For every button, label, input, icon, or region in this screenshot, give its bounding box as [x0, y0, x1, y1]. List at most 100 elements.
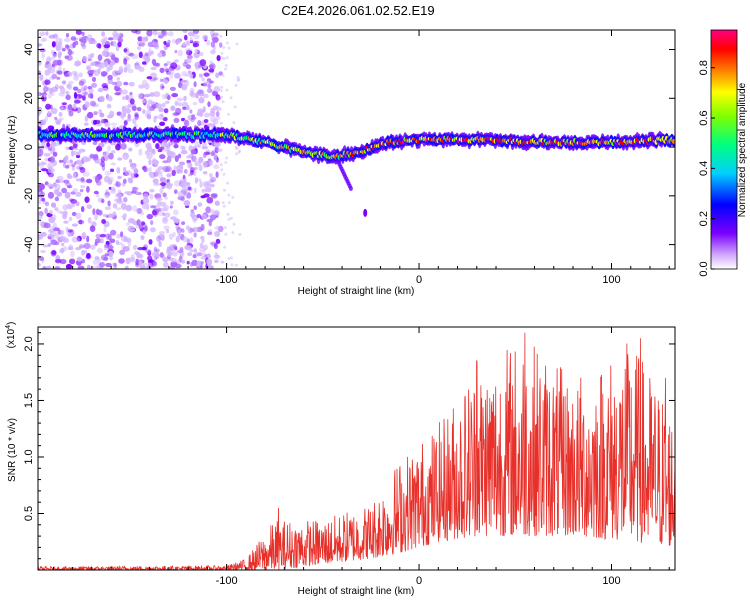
- noise-speckle: [87, 86, 93, 90]
- noise-speckle: [48, 34, 55, 39]
- noise-speckle: [106, 95, 113, 102]
- noise-speckle: [52, 222, 57, 229]
- noise-speckle: [73, 172, 77, 179]
- noise-speckle: [40, 231, 47, 237]
- noise-speckle: [144, 52, 149, 57]
- noise-speckle: [100, 254, 107, 261]
- noise-speckle: [68, 110, 74, 117]
- noise-speckle: [189, 109, 193, 114]
- noise-speckle: [224, 232, 228, 236]
- noise-speckle: [213, 32, 219, 37]
- snr-ylabel: SNR (10 * v/v): [7, 418, 18, 482]
- noise-speckle: [142, 109, 146, 115]
- noise-speckle: [220, 85, 224, 89]
- noise-speckle: [98, 174, 103, 180]
- noise-speckle: [145, 109, 152, 116]
- noise-speckle: [95, 233, 102, 239]
- noise-speckle: [93, 69, 100, 77]
- noise-speckle: [225, 156, 229, 160]
- noise-speckle: [61, 80, 67, 85]
- noise-speckle: [138, 224, 143, 230]
- noise-speckle: [123, 236, 128, 242]
- noise-speckle: [50, 146, 56, 153]
- noise-speckle: [67, 175, 73, 179]
- noise-speckle: [159, 187, 164, 195]
- noise-speckle: [103, 226, 107, 233]
- band-core: [671, 138, 675, 144]
- noise-speckle: [124, 191, 131, 195]
- noise-speckle: [92, 259, 99, 265]
- noise-speckle: [166, 156, 172, 163]
- noise-speckle: [148, 262, 152, 266]
- noise-speckle: [48, 62, 53, 68]
- noise-speckle: [116, 200, 124, 205]
- noise-speckle: [51, 250, 57, 255]
- noise-speckle: [132, 186, 138, 194]
- noise-speckle: [216, 55, 221, 62]
- noise-speckle: [217, 225, 224, 233]
- noise-speckle: [186, 245, 192, 251]
- noise-speckle: [148, 171, 152, 176]
- noise-speckle: [187, 186, 192, 191]
- noise-speckle: [153, 77, 159, 81]
- noise-speckle: [110, 122, 118, 126]
- noise-speckle: [197, 178, 202, 182]
- noise-speckle: [89, 153, 95, 159]
- noise-speckle: [205, 206, 211, 214]
- noise-speckle: [123, 166, 127, 173]
- noise-speckle: [112, 203, 118, 209]
- noise-speckle: [116, 77, 121, 81]
- noise-speckle: [128, 147, 133, 152]
- noise-speckle: [215, 171, 219, 178]
- noise-speckle: [198, 73, 203, 78]
- noise-speckle: [159, 252, 164, 258]
- noise-speckle: [97, 87, 104, 93]
- noise-speckle: [196, 252, 203, 257]
- noise-speckle: [41, 197, 46, 202]
- noise-speckle: [68, 146, 74, 151]
- noise-speckle: [213, 38, 219, 44]
- noise-speckle: [110, 186, 116, 192]
- noise-speckle: [217, 148, 223, 152]
- noise-speckle: [123, 58, 128, 65]
- noise-speckle: [101, 31, 106, 37]
- noise-speckle: [75, 178, 81, 182]
- noise-speckle: [187, 70, 192, 75]
- noise-speckle: [220, 168, 224, 172]
- noise-speckle: [159, 78, 164, 83]
- noise-speckle: [202, 161, 208, 168]
- noise-speckle: [185, 40, 191, 46]
- noise-speckle: [181, 221, 186, 226]
- noise-speckle: [122, 246, 130, 252]
- noise-speckle: [100, 71, 108, 77]
- noise-speckle: [81, 206, 85, 213]
- noise-speckle: [225, 41, 229, 45]
- noise-speckle: [143, 165, 148, 173]
- noise-speckle: [115, 181, 122, 188]
- noise-speckle: [137, 36, 143, 42]
- noise-speckle: [39, 74, 44, 81]
- noise-speckle: [50, 183, 58, 188]
- noise-speckle: [117, 32, 123, 37]
- noise-speckle: [187, 252, 193, 257]
- noise-speckle: [176, 249, 184, 254]
- noise-speckle: [227, 112, 230, 116]
- noise-speckle: [180, 150, 188, 155]
- noise-speckle: [38, 234, 42, 240]
- noise-speckle: [159, 121, 166, 127]
- noise-speckle: [94, 119, 101, 125]
- noise-speckle: [222, 172, 226, 176]
- noise-speckle: [138, 262, 145, 269]
- noise-speckle: [202, 152, 207, 158]
- noise-speckle: [62, 210, 68, 216]
- noise-speckle: [177, 49, 183, 57]
- noise-speckle: [89, 54, 94, 59]
- y-tick-label: 40: [23, 43, 35, 55]
- noise-speckle: [174, 218, 181, 224]
- noise-speckle: [186, 159, 192, 163]
- noise-speckle: [70, 250, 75, 258]
- noise-speckle: [152, 41, 159, 47]
- noise-speckle: [180, 80, 184, 84]
- noise-speckle: [235, 147, 239, 150]
- noise-speckle: [87, 58, 92, 62]
